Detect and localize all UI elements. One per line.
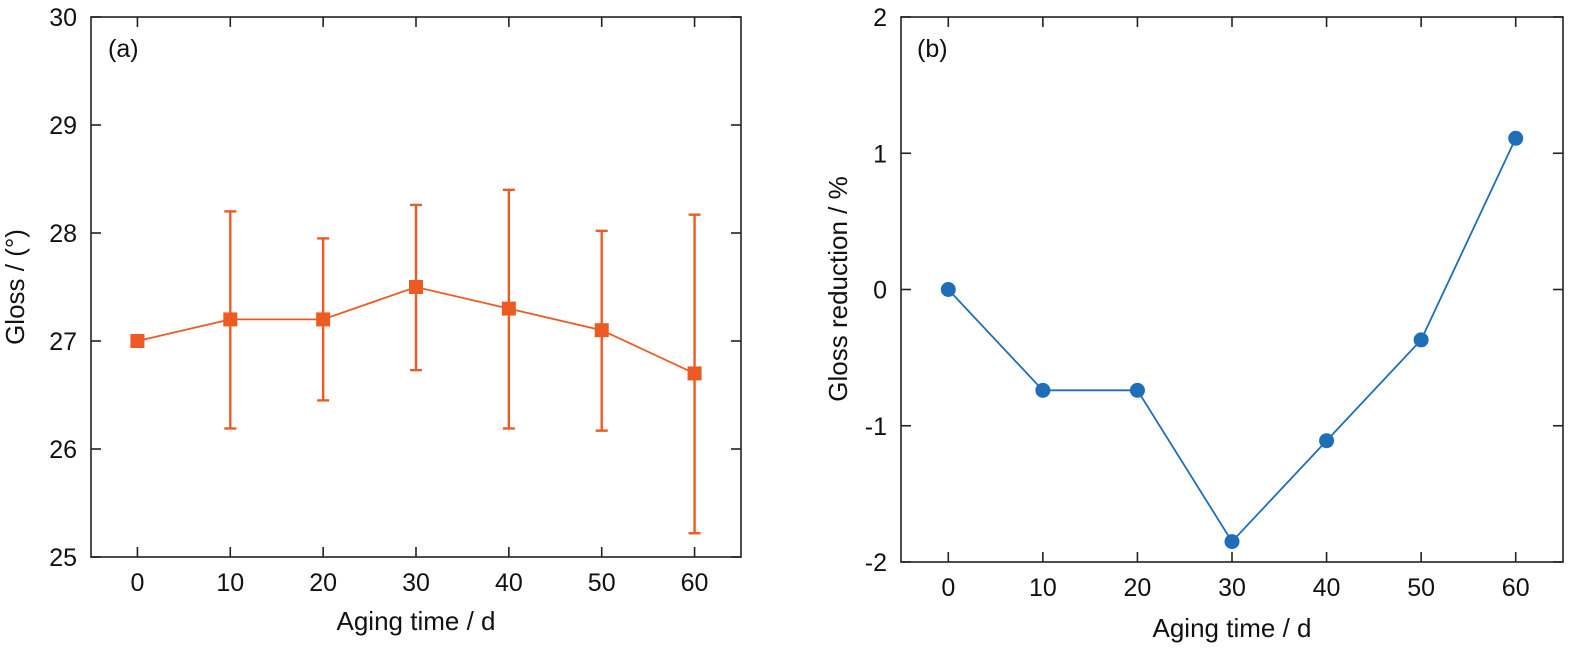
panel-b-y-tick-label: 2 (873, 4, 887, 32)
panel-a-x-tick-label: 20 (309, 569, 337, 597)
panel-b-gloss-reduction-chart: (b) -2 -1 0 1 2 0 10 20 30 40 50 60 Aging time / d… (823, 4, 1564, 643)
panel-b-y-axis: -2 -1 0 1 2 (865, 4, 1563, 577)
data-point (1035, 382, 1051, 398)
panel-a-x-tick-label: 40 (495, 569, 523, 597)
data-point (687, 366, 702, 381)
panel-b-x-tick-label: 0 (941, 574, 955, 602)
panel-a-y-axis-title: Gloss / (°) (0, 229, 30, 345)
panel-b-label: (b) (917, 35, 948, 63)
panel-b-series (940, 130, 1524, 550)
panel-a-error-bars (224, 188, 701, 535)
panel-a-x-tick-label: 60 (681, 569, 709, 597)
data-point (1224, 534, 1240, 550)
data-point (130, 334, 145, 348)
data-point (1508, 130, 1524, 146)
panel-b-y-tick-label: -1 (865, 413, 887, 441)
panel-a-y-tick-label: 28 (49, 220, 77, 248)
panel-b-y-axis-title: Gloss reduction / % (823, 176, 853, 401)
panel-b-y-tick-label: 0 (873, 277, 887, 305)
panel-a-y-tick-label: 27 (49, 328, 77, 356)
data-point (1413, 332, 1429, 348)
data-point (940, 282, 956, 297)
panel-b-x-axis: 0 10 20 30 40 50 60 (941, 17, 1530, 602)
panel-b-x-tick-label: 20 (1124, 574, 1152, 602)
panel-b-y-tick-label: -2 (865, 549, 887, 577)
panel-a-x-tick-label: 30 (402, 569, 430, 597)
panel-a-x-axis-title: Aging time / d (337, 606, 496, 636)
panel-a-x-tick-label: 0 (130, 569, 144, 597)
panel-a-y-tick-label: 25 (49, 544, 77, 572)
data-point (594, 323, 609, 338)
data-point (501, 301, 516, 316)
panel-a-gloss-chart: (a) 25 26 27 28 29 30 0 10 20 30 40 50 60 Aging tim… (0, 4, 742, 636)
panel-a-x-tick-label: 10 (216, 569, 244, 597)
panel-b-plot-frame (900, 16, 1564, 563)
data-point (1319, 433, 1335, 449)
panel-a-y-tick-label: 26 (49, 436, 77, 464)
panel-a-label: (a) (108, 35, 139, 63)
panel-a-y-tick-label: 30 (49, 4, 77, 32)
panel-a-x-tick-label: 50 (588, 569, 616, 597)
panel-a-x-axis: 0 10 20 30 40 50 60 (130, 17, 708, 597)
panel-b-x-tick-label: 60 (1502, 574, 1530, 602)
data-point (1129, 382, 1145, 398)
data-point (316, 312, 331, 327)
panel-a-series (130, 280, 702, 381)
series-line (947, 137, 1517, 544)
data-point (409, 280, 423, 294)
panel-b-x-tick-label: 30 (1218, 574, 1246, 602)
panel-b-x-tick-label: 40 (1313, 574, 1341, 602)
panel-b-y-tick-label: 1 (873, 140, 887, 168)
panel-a-y-tick-label: 29 (49, 112, 77, 140)
panel-b-x-tick-label: 50 (1407, 574, 1435, 602)
panel-b-x-axis-title: Aging time / d (1153, 613, 1312, 643)
panel-a-y-axis: 25 26 27 28 29 30 (49, 4, 741, 572)
panel-b-x-tick-label: 10 (1029, 574, 1057, 602)
data-point (223, 312, 238, 327)
